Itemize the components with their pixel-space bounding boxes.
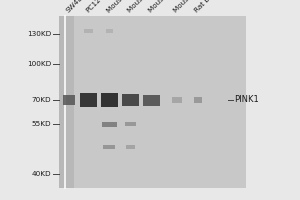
Bar — [103, 145, 116, 149]
Text: PINK1: PINK1 — [234, 96, 259, 104]
Text: 70KD: 70KD — [32, 97, 51, 103]
Bar — [122, 94, 139, 106]
Bar — [106, 29, 113, 33]
Bar — [80, 93, 97, 107]
Bar — [74, 16, 246, 188]
Bar — [172, 97, 182, 103]
Bar — [58, 16, 74, 188]
Bar — [194, 97, 202, 103]
Text: Mouse skeletal muscle: Mouse skeletal muscle — [173, 0, 235, 14]
Bar — [143, 95, 160, 106]
Text: 100KD: 100KD — [27, 61, 51, 67]
Text: PC12: PC12 — [84, 0, 102, 14]
Bar — [84, 29, 93, 33]
Bar — [101, 93, 118, 107]
Text: Mouse kidney: Mouse kidney — [105, 0, 145, 14]
Bar — [125, 122, 136, 126]
Bar — [102, 121, 117, 127]
Text: Mouse heart: Mouse heart — [147, 0, 183, 14]
Text: 130KD: 130KD — [27, 31, 51, 37]
Text: Mouse brain: Mouse brain — [126, 0, 162, 14]
Bar — [126, 145, 135, 149]
Text: 55KD: 55KD — [32, 121, 51, 127]
Text: 40KD: 40KD — [32, 171, 51, 177]
Text: Rat brain: Rat brain — [194, 0, 221, 14]
Text: SW480: SW480 — [65, 0, 87, 14]
Bar — [63, 95, 75, 105]
